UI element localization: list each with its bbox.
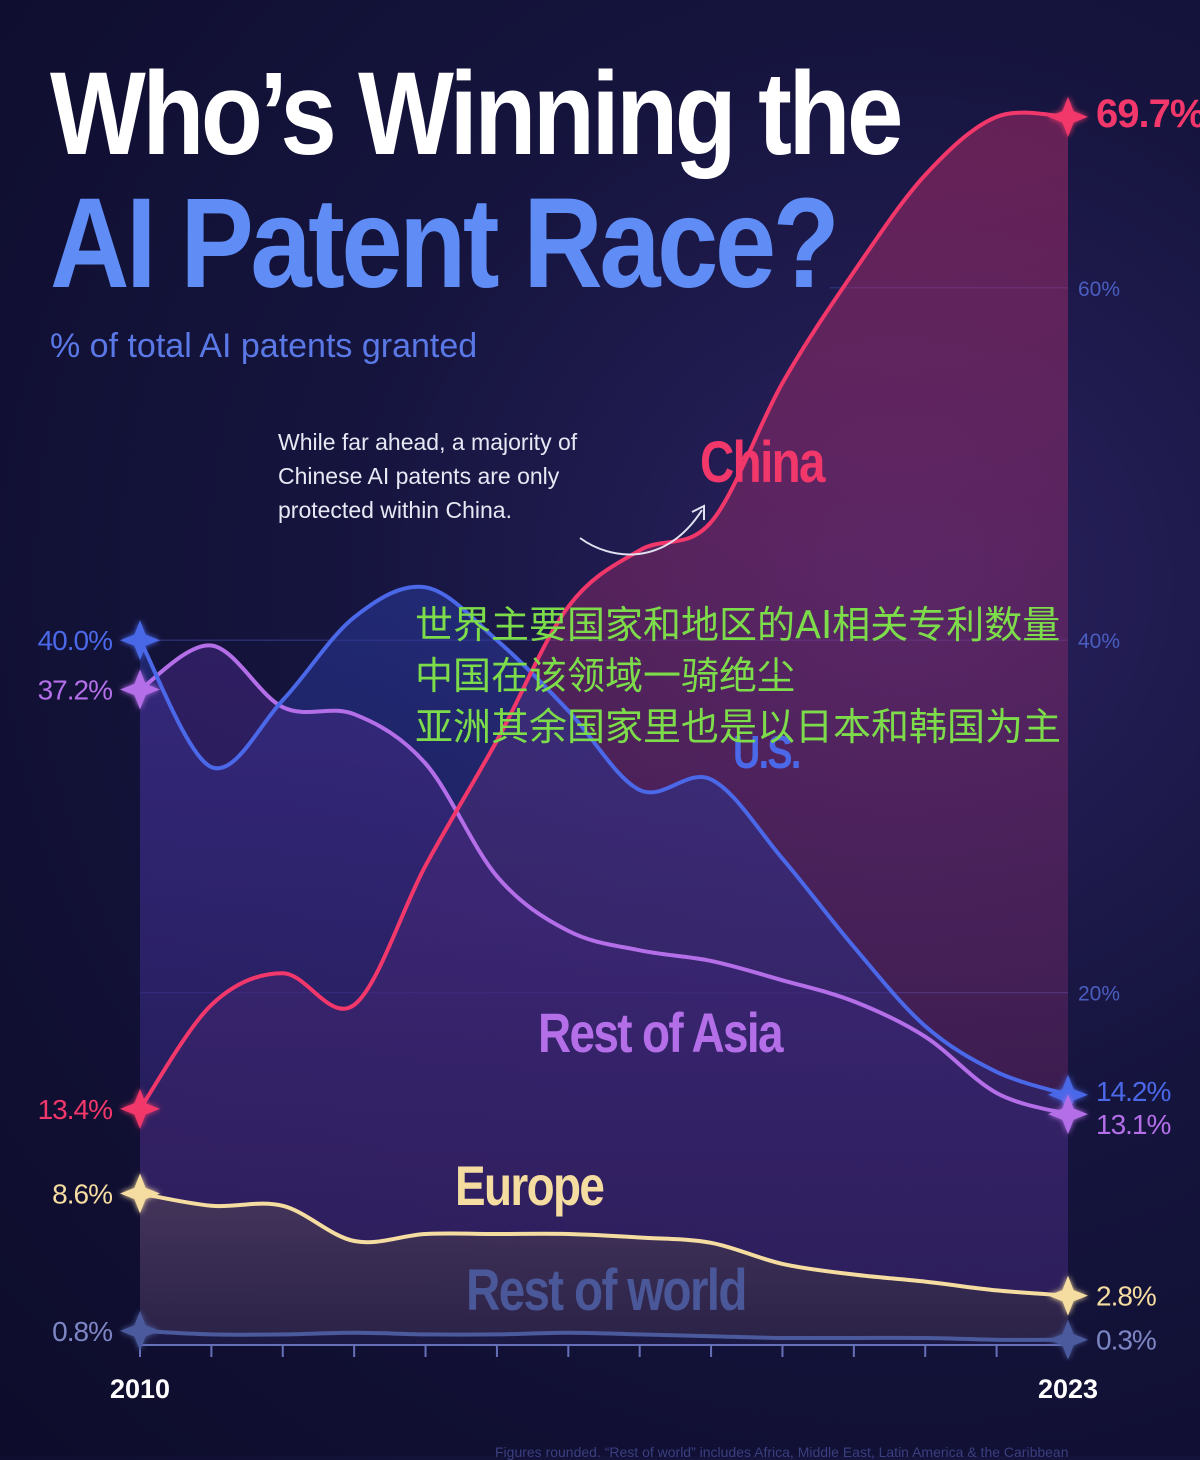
caption-line: 世界主要国家和地区的AI相关专利数量 [415, 603, 1061, 647]
title-line-2: AI Patent Race? [50, 172, 840, 315]
x-label-start: 2010 [110, 1374, 170, 1404]
star-marker-icon [120, 1310, 160, 1351]
line-rest-of-world [138, 1328, 1070, 1342]
series-label-china: China [700, 431, 826, 496]
star-marker-icon [1048, 1319, 1088, 1360]
y-tick-label: 40% [1078, 630, 1120, 653]
star-marker-icon [1048, 1275, 1088, 1316]
start-value-label: 8.6% [52, 1178, 112, 1209]
star-marker-icon [120, 1173, 160, 1214]
x-axis: 2010 2023 [110, 1344, 1098, 1404]
y-tick-label: 20% [1078, 983, 1120, 1006]
caption-line: 中国在该领域一骑绝尘 [415, 654, 796, 698]
annotation-line: While far ahead, a majority of [278, 429, 578, 455]
x-label-end: 2023 [1038, 1374, 1098, 1404]
chart-subtitle: % of total AI patents granted [50, 327, 478, 365]
area-europe [140, 1193, 1068, 1345]
y-tick-label: 60% [1078, 278, 1120, 301]
end-value-label: 14.2% [1096, 1076, 1170, 1107]
annotation-arrow [579, 509, 703, 556]
series-label-rest-of-asia: Rest of Asia [538, 1002, 784, 1064]
line-china [138, 110, 1070, 1111]
star-marker-icon [1048, 1094, 1088, 1135]
footnote: Figures rounded. “Rest of world” include… [495, 1444, 1069, 1460]
caption-line: 亚洲其余国家里也是以日本和韩国为主 [415, 705, 1062, 749]
end-value-label: 2.8% [1096, 1281, 1156, 1312]
end-value-label: 13.1% [1096, 1109, 1170, 1140]
line-u-s- [138, 584, 1070, 1097]
line-europe [138, 1191, 1070, 1298]
chart-labels: 13.4% 69.7% 40.0% 14.2% 37.2% 13.1% 8.6% 2.8% 0.… [38, 92, 1200, 1356]
start-value-label: 37.2% [38, 675, 112, 706]
star-marker-icon [120, 669, 160, 710]
area-rest-of-asia [140, 645, 1068, 1345]
series-areas [140, 112, 1068, 1346]
annotation-arrowhead [691, 504, 705, 520]
china-annotation: While far ahead, a majority of Chinese A… [278, 425, 658, 527]
line-rest-of-asia [138, 643, 1070, 1117]
star-marker-icon [1048, 96, 1088, 137]
series-label-europe: Europe [455, 1155, 604, 1217]
start-value-label: 0.8% [52, 1316, 112, 1347]
start-value-label: 40.0% [38, 625, 112, 656]
series-label-u-s-: U.S. [733, 726, 800, 777]
star-marker-icon [120, 620, 160, 661]
annotation-line: Chinese AI patents are only [278, 463, 560, 489]
series-label-rest-of-world: Rest of world [466, 1259, 746, 1324]
end-value-label: 0.3% [1096, 1325, 1156, 1356]
star-marker-icon [120, 1088, 160, 1129]
end-value-label: 69.7% [1096, 92, 1200, 136]
title-line-1: Who’s Winning the [50, 48, 903, 180]
annotation-line: protected within China. [278, 497, 512, 523]
start-value-label: 13.4% [38, 1094, 112, 1125]
chinese-caption-overlay: 世界主要国家和地区的AI相关专利数量 中国在该领域一骑绝尘 亚洲其余国家里也是以… [415, 600, 1061, 753]
series-lines [138, 110, 1070, 1342]
endpoint-markers [120, 96, 1088, 1360]
